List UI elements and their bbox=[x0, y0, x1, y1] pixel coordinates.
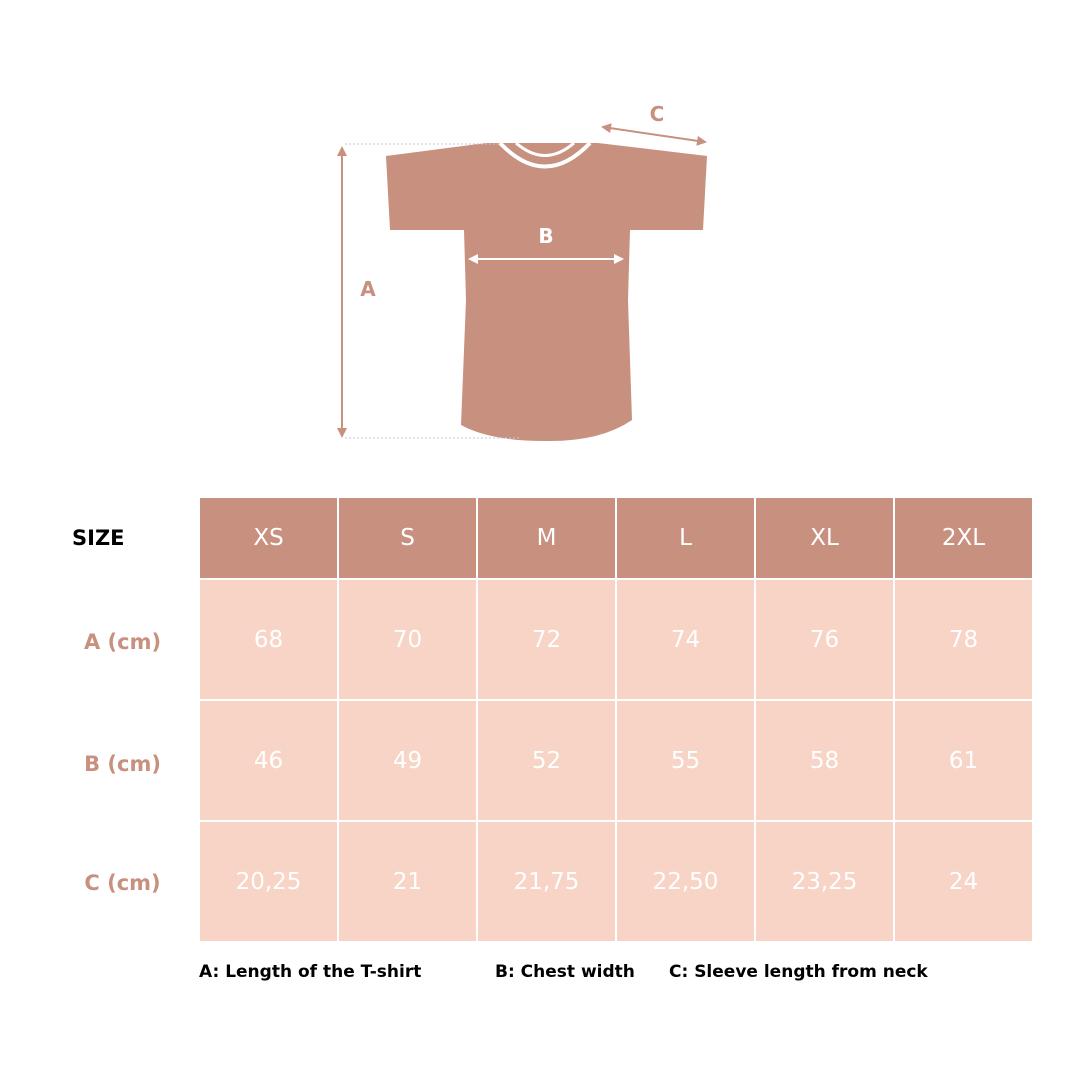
row-label-c: C (cm) bbox=[84, 871, 161, 895]
cell: 70 bbox=[337, 578, 478, 701]
table-row: 68 70 72 74 76 78 bbox=[198, 578, 1034, 701]
header-row: XS S M L XL 2XL bbox=[198, 498, 1034, 580]
tshirt-shape bbox=[386, 141, 707, 442]
size-table: XS S M L XL 2XL 68 70 72 74 76 78 46 49 … bbox=[198, 498, 1034, 943]
label-c: C bbox=[650, 102, 665, 126]
cell: 22,50 bbox=[615, 820, 756, 943]
cell: 78 bbox=[893, 578, 1034, 701]
cell: 68 bbox=[198, 578, 339, 701]
cell: 46 bbox=[198, 699, 339, 822]
cell: 23,25 bbox=[754, 820, 895, 943]
cell: 74 bbox=[615, 578, 756, 701]
cell: 21 bbox=[337, 820, 478, 943]
legend-a: A: Length of the T-shirt bbox=[199, 962, 422, 982]
size-heading: SIZE bbox=[72, 526, 125, 550]
row-label-a: A (cm) bbox=[83, 630, 162, 654]
table-row: 20,25 21 21,75 22,50 23,25 24 bbox=[198, 820, 1034, 943]
legend-c: C: Sleeve length from neck bbox=[669, 962, 928, 982]
cell: 61 bbox=[893, 699, 1034, 822]
tshirt-diagram: A B C bbox=[337, 102, 707, 442]
cell: 21,75 bbox=[476, 820, 617, 943]
size-2xl: 2XL bbox=[893, 498, 1034, 580]
size-xs: XS bbox=[198, 498, 339, 580]
cell: 58 bbox=[754, 699, 895, 822]
legend-b: B: Chest width bbox=[495, 962, 635, 982]
size-l: L bbox=[615, 498, 756, 580]
cell: 52 bbox=[476, 699, 617, 822]
cell: 72 bbox=[476, 578, 617, 701]
cell: 20,25 bbox=[198, 820, 339, 943]
label-a: A bbox=[360, 277, 376, 301]
cell: 55 bbox=[615, 699, 756, 822]
arrow-c bbox=[601, 123, 707, 146]
cell: 24 bbox=[893, 820, 1034, 943]
size-xl: XL bbox=[754, 498, 895, 580]
size-s: S bbox=[337, 498, 478, 580]
size-m: M bbox=[476, 498, 617, 580]
label-b: B bbox=[538, 224, 553, 248]
row-label-b: B (cm) bbox=[84, 752, 161, 776]
cell: 49 bbox=[337, 699, 478, 822]
table-row: 46 49 52 55 58 61 bbox=[198, 699, 1034, 822]
cell: 76 bbox=[754, 578, 895, 701]
